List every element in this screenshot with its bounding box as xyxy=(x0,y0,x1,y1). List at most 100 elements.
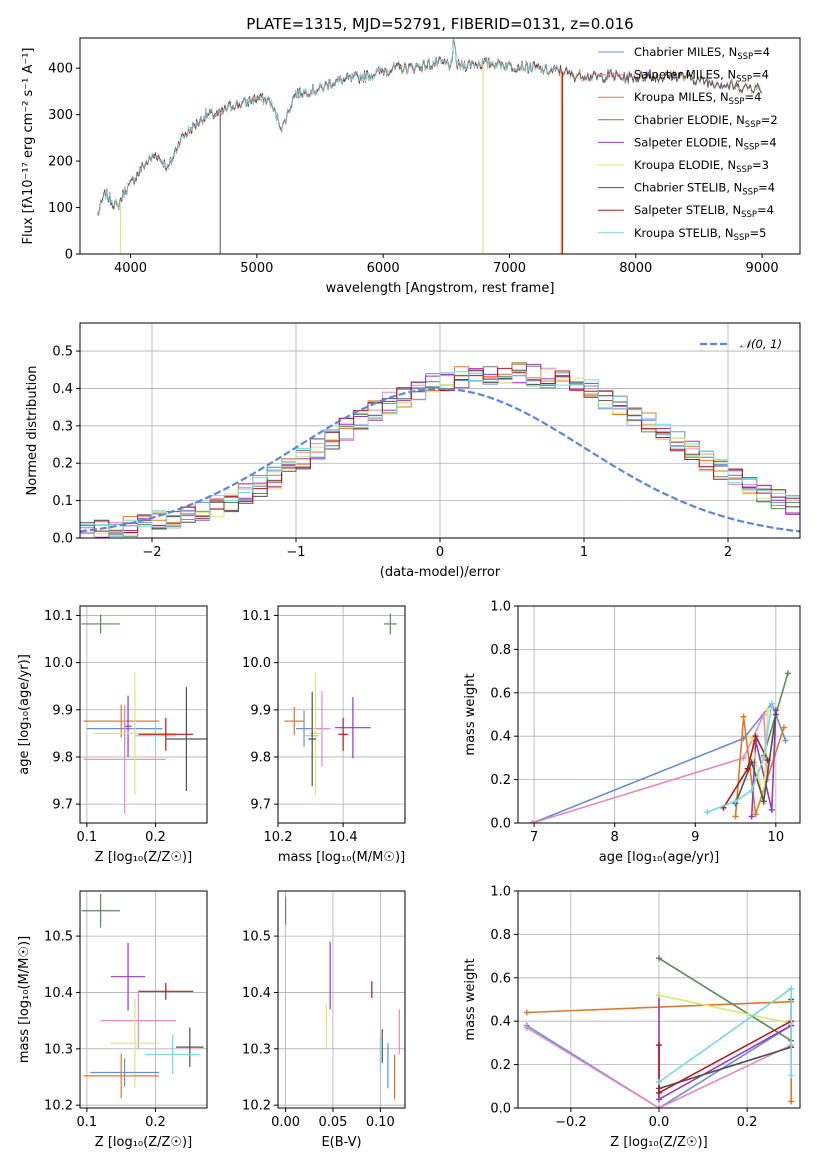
x-tick-label: 0.1 xyxy=(77,830,98,845)
errorbar-point xyxy=(165,687,207,791)
x-tick-label: −0.2 xyxy=(555,1115,587,1130)
y-tick-label: 10.4 xyxy=(242,986,271,1001)
legend-suffix: =4 xyxy=(744,90,761,104)
histogram-kroupa-stelib xyxy=(80,371,800,538)
y-tick-label: 0.8 xyxy=(490,643,511,658)
legend-suffix: =4 xyxy=(757,203,774,217)
legend-label: Salpeter ELODIE, N xyxy=(634,135,744,149)
x-axis-label: Z [log₁₀(Z/Z☉)] xyxy=(95,850,192,865)
x-tick-label: 7 xyxy=(530,830,538,845)
legend-entry: Chabrier MILES, NSSP=4 xyxy=(634,45,770,62)
weight-marker xyxy=(788,985,795,992)
x-axis-label: (data-model)/error xyxy=(380,565,501,580)
y-tick-label: 100 xyxy=(48,201,73,216)
legend-label: Chabrier STELIB, N xyxy=(634,181,742,195)
legend-label: Kroupa MILES, N xyxy=(634,90,729,104)
errorbar-point xyxy=(284,706,305,736)
y-tick-label: 0.0 xyxy=(52,532,73,547)
errorbar-point xyxy=(124,695,132,757)
y-tick-label: 0.6 xyxy=(490,971,511,986)
y-tick-label: 10.3 xyxy=(44,1042,73,1057)
weight-line-salpeter-stelib xyxy=(658,1020,792,1095)
legend-sub: SSP xyxy=(745,120,761,130)
errorbar-point xyxy=(134,726,177,746)
x-tick-label: 0.2 xyxy=(145,1115,166,1130)
x-tick-label: 10 xyxy=(768,830,785,845)
errorbar-point xyxy=(110,942,146,1011)
weight-marker xyxy=(740,713,747,720)
weight-line-chabrier-stelib xyxy=(658,999,792,1090)
plot-area xyxy=(518,891,800,1108)
x-tick-label: 10.2 xyxy=(264,830,293,845)
errorbar-point xyxy=(308,691,317,787)
x-axis-label: wavelength [Angstrom, rest frame] xyxy=(326,281,555,296)
errorbar-point xyxy=(81,893,120,928)
errorbar-point xyxy=(313,690,331,767)
y-tick-label: 400 xyxy=(48,62,73,77)
errorbar-point xyxy=(308,672,322,795)
plot-area xyxy=(518,606,800,823)
legend-entry: Salpeter STELIB, NSSP=4 xyxy=(634,203,774,220)
panel-age-vs-Z: 0.1 0.2 9.7 9.8 9.9 10.0 10.1 Z [log₁₀(Z/Z☉)] ag… xyxy=(17,605,208,865)
y-tick-label: 9.8 xyxy=(250,750,271,765)
x-axis-label: age [log₁₀(age/yr)] xyxy=(599,850,720,865)
x-tick-label: 5000 xyxy=(240,261,273,276)
y-tick-label: 9.8 xyxy=(52,750,73,765)
y-axis-label: mass weight xyxy=(463,673,478,755)
y-tick-label: 10.4 xyxy=(44,986,73,1001)
y-tick-label: 0.0 xyxy=(490,1102,511,1117)
axes-frame xyxy=(79,890,208,1109)
weight-marker xyxy=(529,820,536,823)
y-tick-label: 10.1 xyxy=(44,609,73,624)
legend-sub: SSP xyxy=(729,97,745,107)
weight-marker xyxy=(752,733,759,740)
weight-marker xyxy=(764,757,771,764)
x-tick-label: 0.00 xyxy=(271,1115,300,1130)
y-tick-label: 9.9 xyxy=(250,703,271,718)
legend-sub: SSP xyxy=(737,52,753,62)
weight-marker xyxy=(760,711,767,718)
weight-marker xyxy=(732,813,739,820)
plot-area xyxy=(80,891,207,1108)
weight-marker xyxy=(748,735,755,742)
weight-marker xyxy=(656,1089,662,1096)
plot-area xyxy=(278,891,405,1108)
axes-frame xyxy=(277,890,406,1109)
weight-line-salpeter-elodie xyxy=(750,710,777,817)
legend-suffix: =5 xyxy=(749,226,766,240)
axes-frame xyxy=(277,605,406,824)
weight-marker xyxy=(523,1009,530,1016)
x-tick-label: 0 xyxy=(436,545,444,560)
legend-sub: SSP xyxy=(736,165,752,175)
weight-line-salpeter-miles xyxy=(526,1027,792,1108)
errorbar-point xyxy=(338,717,349,751)
legend-entry: Chabrier ELODIE, NSSP=2 xyxy=(634,113,778,130)
weight-marker xyxy=(656,992,662,999)
weight-line-chabrier-elodie xyxy=(658,957,792,1042)
y-tick-label: 200 xyxy=(48,155,73,170)
plot-area xyxy=(97,38,762,254)
x-tick-label: 10.4 xyxy=(329,830,358,845)
y-axis-label: age [log₁₀(age/yr)] xyxy=(17,654,32,775)
x-tick-label: 0.2 xyxy=(145,830,166,845)
x-axis-label: Z [log₁₀(Z/Z☉)] xyxy=(95,1135,192,1150)
legend-entry: Kroupa ELODIE, NSSP=3 xyxy=(634,158,769,175)
y-tick-label: 0.0 xyxy=(490,817,511,832)
errorbar-point xyxy=(83,705,166,814)
errorbar-point xyxy=(138,717,194,751)
weight-marker xyxy=(656,1078,662,1085)
y-tick-label: 0.8 xyxy=(490,928,511,943)
plot-area xyxy=(80,606,207,823)
plot-area xyxy=(278,606,405,823)
axes-frame xyxy=(79,37,801,255)
x-tick-label: 0.2 xyxy=(737,1115,758,1130)
y-tick-label: 10.5 xyxy=(242,930,271,945)
errorbar-point xyxy=(110,998,159,1089)
weight-marker xyxy=(656,955,662,962)
weight-line-salpeter-elodie xyxy=(658,995,792,1101)
x-axis-label: mass [log₁₀(M/M☉)] xyxy=(278,850,405,865)
y-tick-label: 0.2 xyxy=(52,457,73,472)
y-tick-label: 300 xyxy=(48,108,73,123)
weight-line-chabrier-miles xyxy=(526,1024,792,1108)
legend-sub: SSP xyxy=(744,142,760,152)
